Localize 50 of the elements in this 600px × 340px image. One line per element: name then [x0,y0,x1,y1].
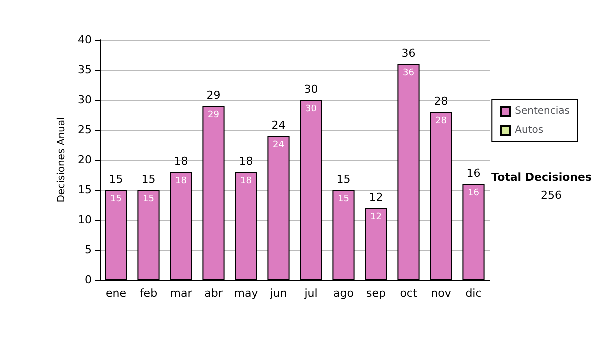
data-label: 15 [143,194,154,204]
data-label: 30 [306,104,318,114]
total-label: 24 [272,119,286,132]
y-tick-label: 35 [78,64,92,76]
data-label: 29 [208,110,220,120]
total-label: 15 [336,173,351,186]
total-label: 16 [466,167,481,180]
data-label: 12 [370,212,382,222]
legend-label: Autos [515,125,544,136]
legend-label: Sentencias [515,106,570,117]
x-tick-label: may [234,287,259,300]
total-label: 36 [402,47,416,60]
x-tick-label: dic [466,287,482,300]
total-label: 18 [174,155,188,168]
y-tick-label: 20 [78,154,92,166]
x-tick-label: nov [431,287,452,300]
total-label: 15 [109,173,124,186]
y-tick-label: 5 [85,244,92,256]
x-tick-label: ene [106,287,127,300]
data-label: 24 [273,140,285,150]
x-tick-label: sep [366,287,386,300]
x-tick-label: feb [140,287,158,300]
data-label: 28 [436,116,448,126]
total-label: 29 [206,89,221,102]
total-label: 12 [369,191,384,204]
y-tick-label: 30 [78,94,92,106]
y-tick-label: 25 [78,124,92,136]
text: Total Decisiones [492,171,592,184]
data-label: 15 [338,194,350,204]
total-label: 15 [142,173,156,186]
text: 256 [541,189,562,202]
x-tick-label: mar [170,287,193,300]
data-label: 18 [240,176,252,186]
data-label: 16 [468,188,480,198]
data-label: 18 [176,176,188,186]
total-label: 30 [304,83,318,96]
x-tick-label: jun [269,287,288,300]
y-tick-label: 10 [78,214,92,226]
x-tick-label: abr [204,287,224,300]
x-tick-label: oct [400,287,418,300]
y-tick-label: 40 [78,34,92,46]
data-label: 15 [110,194,122,204]
total-label: 28 [434,95,448,108]
y-tick-label: 15 [78,184,92,196]
x-tick-label: jul [304,287,318,300]
y-tick-label: 0 [85,274,92,286]
y-axis-title: Decisiones Anual [56,117,68,203]
total-label: 18 [239,155,254,168]
data-label: 36 [403,68,415,78]
x-tick-label: ago [334,287,354,300]
